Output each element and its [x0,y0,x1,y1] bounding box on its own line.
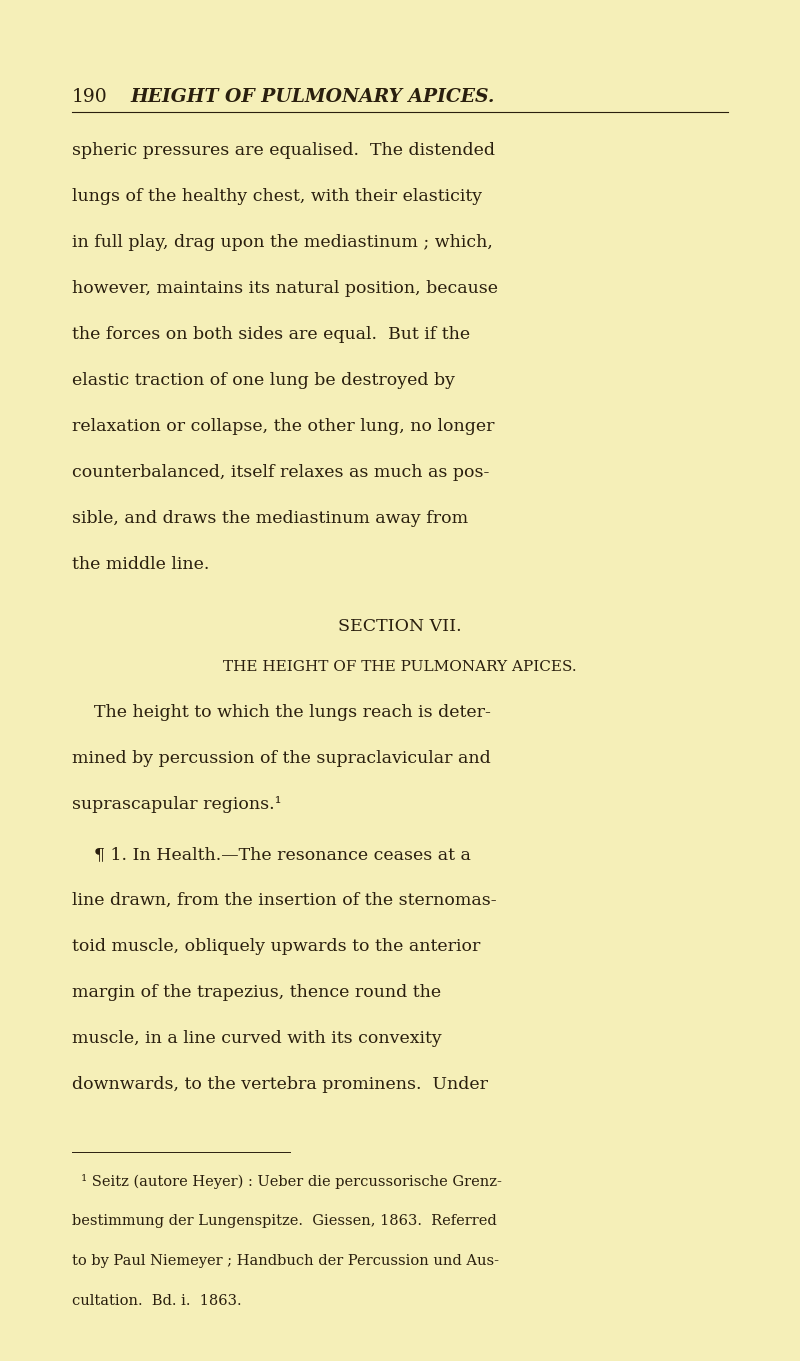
Text: counterbalanced, itself relaxes as much as pos-: counterbalanced, itself relaxes as much … [72,464,490,480]
Text: cultation.  Bd. i.  1863.: cultation. Bd. i. 1863. [72,1294,242,1308]
Text: the forces on both sides are equal.  But if the: the forces on both sides are equal. But … [72,327,470,343]
Text: line drawn, from the insertion of the sternomas-: line drawn, from the insertion of the st… [72,891,497,909]
Text: SECTION VII.: SECTION VII. [338,618,462,636]
Text: HEIGHT OF PULMONARY APICES.: HEIGHT OF PULMONARY APICES. [130,88,494,106]
Text: to by Paul Niemeyer ; Handbuch der Percussion und Aus-: to by Paul Niemeyer ; Handbuch der Percu… [72,1253,499,1268]
Text: THE HEIGHT OF THE PULMONARY APICES.: THE HEIGHT OF THE PULMONARY APICES. [223,660,577,674]
Text: mined by percussion of the supraclavicular and: mined by percussion of the supraclavicul… [72,750,490,768]
Text: the middle line.: the middle line. [72,557,210,573]
Text: margin of the trapezius, thence round the: margin of the trapezius, thence round th… [72,984,441,1000]
Text: lungs of the healthy chest, with their elasticity: lungs of the healthy chest, with their e… [72,188,482,206]
Text: toid muscle, obliquely upwards to the anterior: toid muscle, obliquely upwards to the an… [72,938,480,955]
Text: sible, and draws the mediastinum away from: sible, and draws the mediastinum away fr… [72,510,468,527]
Text: The height to which the lungs reach is deter-: The height to which the lungs reach is d… [72,704,491,721]
Text: ¹ Seitz (autore Heyer) : Ueber die percussorische Grenz-: ¹ Seitz (autore Heyer) : Ueber die percu… [72,1175,502,1190]
Text: ¶ 1. In Health.—The resonance ceases at a: ¶ 1. In Health.—The resonance ceases at … [72,847,471,863]
Text: muscle, in a line curved with its convexity: muscle, in a line curved with its convex… [72,1030,442,1047]
Text: spheric pressures are equalised.  The distended: spheric pressures are equalised. The dis… [72,142,495,159]
Text: bestimmung der Lungenspitze.  Giessen, 1863.  Referred: bestimmung der Lungenspitze. Giessen, 18… [72,1214,497,1228]
Text: however, maintains its natural position, because: however, maintains its natural position,… [72,280,498,297]
Text: elastic traction of one lung be destroyed by: elastic traction of one lung be destroye… [72,372,455,389]
Text: 190: 190 [72,88,108,106]
Text: relaxation or collapse, the other lung, no longer: relaxation or collapse, the other lung, … [72,418,494,436]
Text: suprascapular regions.¹: suprascapular regions.¹ [72,796,282,813]
Text: downwards, to the vertebra prominens.  Under: downwards, to the vertebra prominens. Un… [72,1077,488,1093]
Text: in full play, drag upon the mediastinum ; which,: in full play, drag upon the mediastinum … [72,234,493,250]
